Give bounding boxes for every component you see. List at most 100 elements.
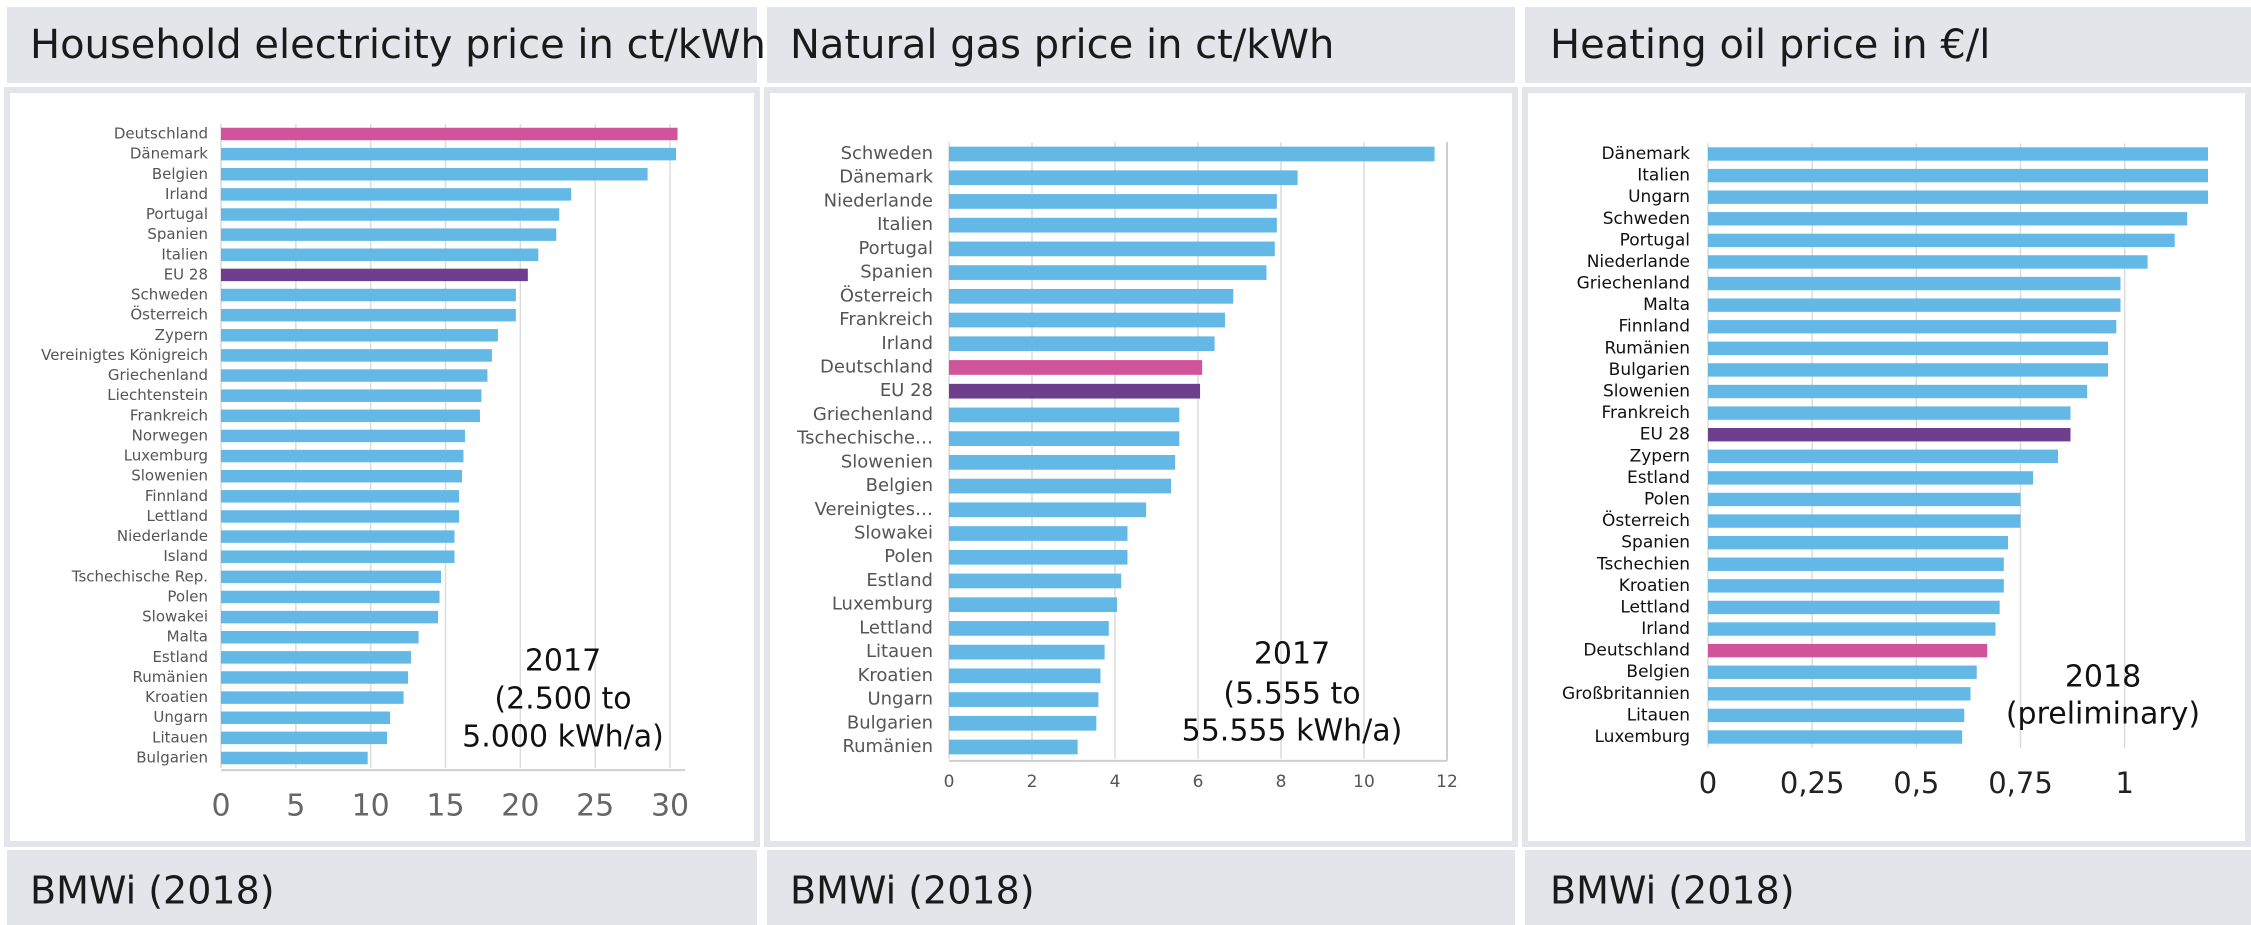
panel: Heating oil price in €/l BMWi (2018) <box>1525 7 2251 925</box>
category-label: Portugal <box>858 238 933 259</box>
bar <box>1708 730 1963 744</box>
category-label: Kroatien <box>858 665 933 686</box>
bar <box>221 731 388 745</box>
bar <box>1708 557 2004 571</box>
bar <box>949 217 1277 233</box>
x-tick-label: 0 <box>1699 766 1717 800</box>
bar <box>949 265 1267 280</box>
category-label: Island <box>163 547 208 565</box>
bar <box>221 691 404 704</box>
category-label: Frankreich <box>1602 403 1691 423</box>
category-label: Deutschland <box>1583 641 1690 661</box>
header-bg <box>1525 7 2251 83</box>
category-label: Slowakei <box>854 523 933 544</box>
category-label: Bulgarien <box>847 712 933 733</box>
bar <box>949 455 1176 470</box>
x-tick-label: 0,25 <box>1780 766 1845 800</box>
bar <box>949 597 1118 613</box>
bar <box>1708 687 1971 701</box>
bar <box>1708 212 2188 226</box>
category-label: Slowenien <box>841 451 933 472</box>
category-label: Belgien <box>152 165 208 183</box>
annotation: 2017 <box>525 644 601 679</box>
category-label: EU 28 <box>164 265 208 283</box>
footer-bg <box>1525 850 2251 925</box>
category-label: Finnland <box>145 487 208 505</box>
x-tick-label: 8 <box>1276 772 1287 792</box>
x-tick-label: 15 <box>426 789 464 824</box>
bar <box>221 369 488 382</box>
bar <box>1708 428 2071 442</box>
bar <box>1708 147 2208 161</box>
category-label: Niederlande <box>1587 252 1690 272</box>
category-label: Italien <box>161 245 208 263</box>
bar <box>221 308 516 322</box>
category-label: Rumänien <box>133 668 208 686</box>
bar <box>1708 406 2071 420</box>
category-label: Dänemark <box>839 167 933 188</box>
category-label: Luxemburg <box>832 594 933 615</box>
category-label: Estland <box>866 570 933 591</box>
category-label: Slowakei <box>142 608 208 626</box>
bar <box>1708 168 2208 183</box>
category-label: Deutschland <box>820 356 933 377</box>
category-label: Schweden <box>131 286 208 304</box>
bar <box>949 241 1275 257</box>
bar <box>221 349 492 362</box>
bar <box>1708 449 2058 463</box>
source: BMWi (2018) <box>30 869 275 913</box>
panel: Household electricity price in ct/kWh BM… <box>7 7 766 925</box>
x-tick-label: 12 <box>1436 772 1458 792</box>
bar <box>221 228 557 241</box>
category-label: EU 28 <box>1640 425 1690 445</box>
bar <box>221 288 516 302</box>
category-label: Niederlande <box>117 527 208 545</box>
category-label: Estland <box>152 648 208 666</box>
bar <box>949 383 1201 399</box>
bar <box>221 469 462 483</box>
category-label: Zypern <box>1630 446 1690 466</box>
bar <box>1708 320 2117 334</box>
category-label: Luxemburg <box>1594 727 1690 747</box>
category-label: Frankreich <box>130 406 208 424</box>
bar <box>221 248 539 262</box>
category-label: Rumänien <box>1604 338 1690 358</box>
x-tick-label: 4 <box>1110 772 1121 792</box>
bar <box>949 692 1099 707</box>
frames <box>4 87 2251 847</box>
x-tick-label: 0 <box>944 772 955 792</box>
bar <box>221 570 442 584</box>
bar <box>221 651 412 664</box>
category-label: Lettland <box>859 617 933 638</box>
chart-frame <box>4 87 760 847</box>
bar <box>1708 384 2088 399</box>
annotation: 55.555 kWh/a) <box>1182 714 1403 749</box>
bar <box>949 407 1180 423</box>
bar <box>221 751 368 765</box>
category-label: EU 28 <box>880 380 933 401</box>
annotation: (2.500 to <box>494 682 631 717</box>
bar <box>1708 514 2021 528</box>
bar <box>949 502 1147 518</box>
category-label: Dänemark <box>1601 144 1690 164</box>
x-tick-label: 10 <box>352 789 390 824</box>
category-label: Bulgarien <box>136 749 208 767</box>
bar <box>221 711 391 724</box>
bar <box>221 429 465 443</box>
category-label: Ungarn <box>1628 187 1690 207</box>
category-label: Polen <box>884 546 933 567</box>
header-bg <box>767 7 1515 83</box>
category-label: Spanien <box>147 225 208 243</box>
category-label: Litauen <box>866 641 933 662</box>
category-label: Tschechische… <box>796 428 933 449</box>
bar <box>949 431 1180 446</box>
annotation: 5.000 kWh/a) <box>462 720 664 755</box>
category-label: Zypern <box>155 326 208 344</box>
bar <box>1708 643 1988 658</box>
header-bg <box>7 7 757 83</box>
bar <box>949 288 1234 304</box>
category-label: Irland <box>881 333 933 354</box>
bar <box>1708 471 2033 485</box>
category-label: Niederlande <box>824 190 933 211</box>
bar <box>1708 341 2108 356</box>
